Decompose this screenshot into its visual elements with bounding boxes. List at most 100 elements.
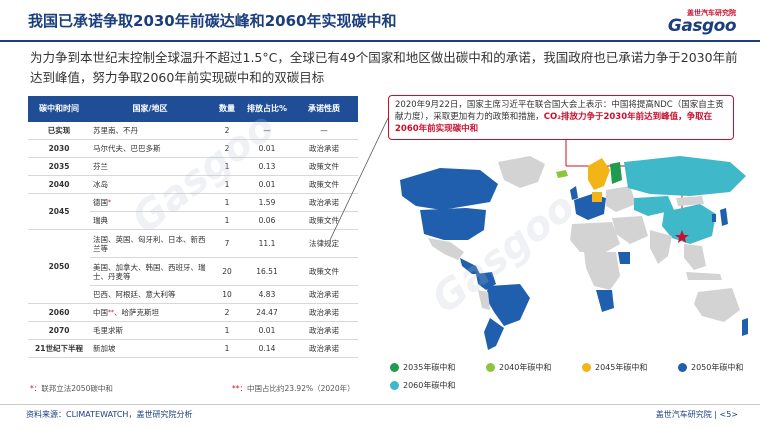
callout-highlight: CO₂排放力争于2030年前达到峰值，争取在2060年前实现碳中和	[395, 112, 713, 134]
legend-label: 2045年碳中和	[595, 363, 648, 372]
country-text-suffix: 、哈萨克斯坦	[114, 308, 159, 317]
gasgoo-logo: 盖世汽车研究院 Gasgoo	[626, 8, 737, 38]
table-row: 巴西、阿根廷、意大利等 10 4.83 政治承诺	[28, 285, 358, 304]
world-map	[400, 156, 748, 350]
count-cell: 1	[210, 175, 244, 194]
table-row: 2070 毛里求斯 1 0.01 政治承诺	[28, 321, 358, 340]
map-uk	[570, 186, 578, 200]
xi-statement-callout: 2020年9月22日，国家主席习近平在联合国大会上表示：中国将提高NDC（国家自…	[388, 95, 734, 140]
year-cell: 2060	[28, 303, 90, 322]
year-cell: 已实现	[28, 122, 90, 140]
share-cell: 0.06	[244, 211, 290, 230]
map-scandinavia	[588, 158, 610, 190]
map-new-zealand	[742, 318, 748, 336]
country-cell: 冰岛	[90, 175, 210, 194]
source-note: 资料来源：CLIMATEWATCH，盖世研究院分析	[26, 410, 193, 419]
legend-dot	[582, 363, 591, 372]
table-row: 2060 中国**、哈萨克斯坦 2 24.47 政治承诺	[28, 303, 358, 322]
count-cell: 1	[210, 157, 244, 176]
footnote-right: **：中国占比约23.92%（2020年）	[232, 383, 355, 394]
share-cell: 0.13	[244, 157, 290, 176]
legend-label: 2040年碳中和	[499, 363, 552, 372]
beijing-star-icon	[675, 230, 689, 243]
carbon-neutral-table: 碳中和时间 国家/地区 数量 排放占比% 承诺性质 已实现 苏里南、不丹 2 —…	[28, 96, 358, 358]
country-text: 德国	[93, 198, 108, 207]
page-number: <5>	[719, 410, 739, 419]
count-cell: 2	[210, 139, 244, 158]
legend-dot	[390, 363, 399, 372]
table-row: 2050 法国、英国、匈牙利、日本、新西兰等 7 11.1 法律规定	[28, 229, 358, 304]
table-row: 2040 冰岛 1 0.01 政策文件	[28, 175, 358, 194]
map-central-africa	[584, 252, 620, 290]
footer-org-page: 盖世汽车研究院 | <5>	[655, 410, 739, 419]
map-argentina	[484, 318, 504, 350]
country-cell: 美国、加拿大、韩国、西班牙、瑞士、丹麦等	[90, 257, 210, 286]
legend-label: 2050年碳中和	[691, 363, 744, 372]
map-central-america	[460, 258, 480, 274]
nature-cell: 政治承诺	[290, 303, 358, 322]
map-australia	[694, 288, 740, 322]
page-title: 我国已承诺争取2030年前碳达峰和2060年实现碳中和	[28, 12, 397, 30]
title-divider	[0, 40, 760, 42]
map-peru	[478, 290, 490, 310]
share-cell: 0.01	[244, 175, 290, 194]
callout-text: 2020年9月22日，国家主席习近平在联合国大会上表示：中国将提高NDC（国家自…	[395, 100, 724, 122]
table-row: 2045 德国* 1 1.59 政治承诺	[28, 193, 358, 230]
year-cell: 2070	[28, 321, 90, 340]
country-cell: 新加坡	[90, 339, 210, 358]
logo-subtitle: 盖世汽车研究院	[687, 9, 736, 17]
footnote-left: *：联邦立法2050碳中和	[30, 383, 113, 394]
footer-org: 盖世汽车研究院	[655, 410, 712, 419]
nature-cell: —	[290, 122, 358, 140]
share-cell: 24.47	[244, 303, 290, 322]
map-india	[650, 230, 672, 264]
map-russia	[624, 156, 746, 196]
footnote-star: *：	[30, 384, 42, 393]
count-cell: 1	[210, 211, 244, 230]
column-header: 国家/地区	[90, 96, 210, 122]
map-korea	[712, 214, 716, 222]
map-finland	[610, 162, 622, 184]
footnote-mark: *	[108, 199, 111, 206]
country-cell: 毛里求斯	[90, 321, 210, 340]
count-cell: 10	[210, 285, 244, 304]
map-middle-east	[612, 216, 648, 244]
share-cell: 1.59	[244, 193, 290, 212]
share-cell: 4.83	[244, 285, 290, 304]
map-mexico	[428, 238, 464, 260]
table-row: 已实现 苏里南、不丹 2 — —	[28, 122, 358, 140]
country-cell: 法国、英国、匈牙利、日本、新西兰等	[90, 229, 210, 258]
column-header: 碳中和时间	[28, 96, 90, 122]
count-cell: 1	[210, 339, 244, 358]
nature-cell: 政策文件	[290, 157, 358, 176]
map-indonesia	[686, 272, 722, 280]
share-cell: —	[244, 122, 290, 140]
country-text: 中国	[93, 308, 108, 317]
country-cell: 德国*	[90, 193, 210, 212]
nature-cell: 政治承诺	[290, 339, 358, 358]
intro-paragraph: 为力争到本世纪末控制全球温升不超过1.5°C，全球已有49个国家和地区做出碳中和…	[30, 50, 738, 85]
legend-item-2060: 2060年碳中和	[390, 380, 455, 391]
map-china	[662, 204, 716, 244]
share-cell: 0.14	[244, 339, 290, 358]
legend-label: 2060年碳中和	[403, 381, 456, 390]
table-header-row: 碳中和时间 国家/地区 数量 排放占比% 承诺性质	[28, 96, 358, 122]
map-usa	[420, 208, 486, 240]
share-cell: 16.51	[244, 257, 290, 286]
map-brazil	[486, 284, 530, 326]
column-header: 承诺性质	[290, 96, 358, 122]
year-cell: 21世纪下半程	[28, 339, 90, 358]
map-canada	[400, 168, 498, 210]
column-header: 数量	[210, 96, 244, 122]
year-cell: 2045	[28, 193, 90, 230]
country-cell: 瑞典	[90, 211, 210, 230]
legend-item-2050: 2050年碳中和	[678, 362, 743, 373]
column-header: 排放占比%	[244, 96, 290, 122]
map-north-africa	[570, 222, 620, 252]
year-cell: 2035	[28, 157, 90, 176]
map-kazakhstan	[634, 196, 674, 216]
footnote-text: 中国占比约23.92%（2020年）	[247, 384, 355, 393]
share-cell: 0.01	[244, 139, 290, 158]
footnote-star: **：	[232, 384, 247, 393]
year-cell: 2030	[28, 139, 90, 158]
